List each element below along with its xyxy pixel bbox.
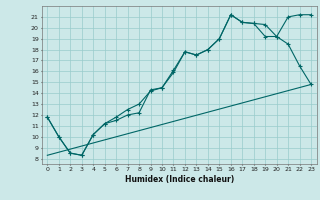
X-axis label: Humidex (Indice chaleur): Humidex (Indice chaleur): [124, 175, 234, 184]
